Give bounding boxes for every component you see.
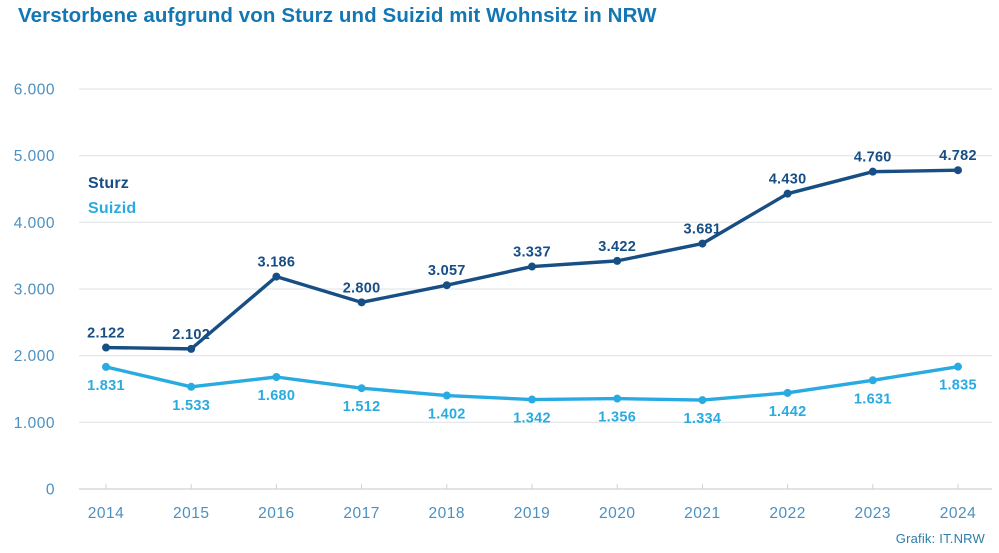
data-label-suizid: 1.533: [172, 398, 210, 414]
data-label-suizid: 1.402: [428, 407, 466, 423]
data-label-suizid: 1.512: [343, 399, 381, 415]
data-point-sturz: [102, 343, 110, 352]
source-credit: Grafik: IT.NRW: [895, 531, 985, 546]
data-point-sturz: [187, 344, 196, 353]
y-axis-label: 4.000: [14, 215, 55, 232]
data-label-suizid: 1.356: [598, 410, 636, 426]
data-label-suizid: 1.334: [684, 411, 722, 427]
x-axis-label: 2023: [855, 505, 891, 522]
y-axis-label: 2.000: [14, 348, 55, 365]
data-point-suizid: [442, 391, 451, 400]
data-label-sturz: 4.760: [854, 150, 892, 166]
legend-item-suizid: Suizid: [88, 200, 137, 217]
data-label-suizid: 1.631: [854, 391, 892, 407]
data-point-sturz: [357, 298, 366, 307]
y-axis-label: 0: [46, 482, 55, 499]
data-point-sturz: [613, 256, 622, 265]
data-point-suizid: [528, 395, 536, 404]
y-axis-label: 5.000: [14, 148, 55, 165]
data-point-suizid: [187, 382, 196, 391]
data-point-suizid: [613, 394, 622, 403]
data-label-sturz: 2.102: [172, 327, 210, 343]
x-axis-label: 2020: [599, 505, 635, 522]
data-point-sturz: [528, 262, 536, 271]
data-label-sturz: 4.430: [769, 172, 807, 188]
data-point-suizid: [783, 388, 792, 397]
chart-title: Verstorbene aufgrund von Sturz und Suizi…: [18, 4, 657, 27]
data-point-suizid: [954, 362, 962, 371]
data-label-sturz: 3.681: [684, 222, 722, 238]
x-axis-label: 2018: [429, 505, 465, 522]
series-line-suizid: [104, 364, 960, 402]
data-point-sturz: [954, 166, 962, 175]
x-axis-label: 2022: [769, 505, 805, 522]
data-label-sturz: 2.800: [343, 280, 381, 296]
x-axis-label: 2014: [88, 505, 124, 522]
data-label-suizid: 1.831: [87, 378, 125, 394]
chart-legend: Sturz Suizid: [88, 171, 136, 221]
y-axis-label: 3.000: [14, 282, 55, 299]
x-axis-label: 2017: [343, 505, 379, 522]
data-point-suizid: [102, 362, 110, 371]
y-axis-label: 1.000: [14, 415, 55, 432]
x-axis-label: 2015: [173, 505, 209, 522]
data-label-sturz: 3.186: [258, 255, 296, 271]
data-point-suizid: [357, 384, 366, 393]
x-axis-label: 2024: [940, 505, 976, 522]
data-label-sturz: 4.782: [939, 148, 977, 164]
data-point-suizid: [868, 376, 877, 385]
data-point-sturz: [442, 281, 451, 290]
data-label-suizid: 1.342: [513, 411, 551, 427]
x-axis-label: 2016: [258, 505, 294, 522]
data-label-suizid: 1.835: [939, 378, 977, 394]
data-point-sturz: [698, 239, 707, 248]
data-point-suizid: [698, 396, 707, 405]
data-label-sturz: 2.122: [87, 326, 125, 342]
data-point-suizid: [272, 373, 281, 381]
x-axis-label: 2021: [684, 505, 720, 522]
data-label-suizid: 1.442: [769, 404, 807, 420]
data-label-suizid: 1.680: [258, 388, 296, 404]
data-label-sturz: 3.337: [513, 245, 551, 261]
y-axis-label: 6.000: [14, 82, 55, 99]
x-axis-label: 2019: [514, 505, 550, 522]
data-label-sturz: 3.057: [428, 263, 466, 279]
data-point-sturz: [272, 272, 281, 281]
data-label-sturz: 3.422: [598, 239, 636, 255]
legend-item-sturz: Sturz: [88, 175, 129, 192]
data-point-sturz: [783, 189, 792, 198]
data-point-sturz: [868, 167, 877, 176]
